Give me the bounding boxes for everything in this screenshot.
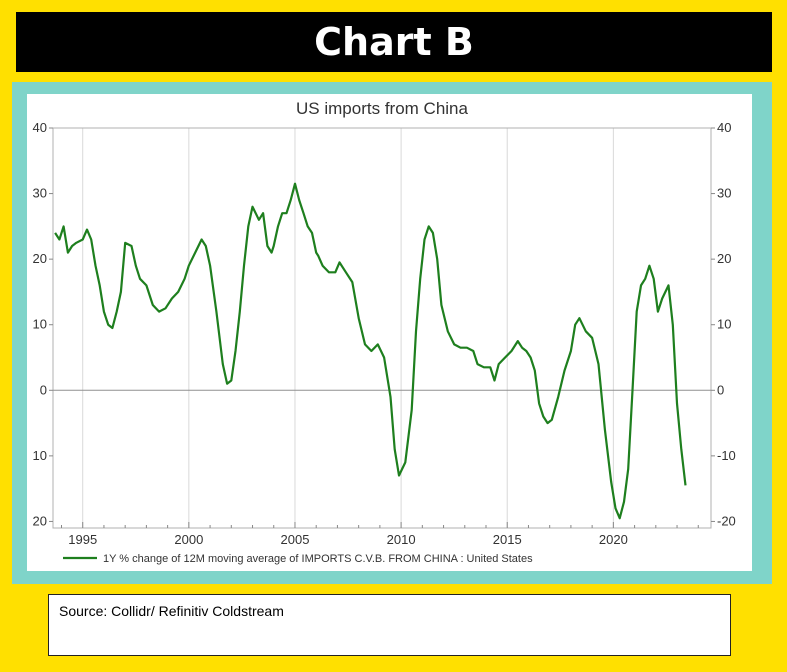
y-tick-label-right: 40 — [717, 120, 731, 135]
y-tick-label-left: 40 — [33, 120, 47, 135]
y-tick-label-right: 20 — [717, 251, 731, 266]
x-tick-label: 1995 — [68, 532, 97, 547]
y-tick-label-left: 0 — [40, 382, 47, 397]
y-tick-label-left: 10 — [33, 448, 47, 463]
y-tick-label-right: 10 — [717, 317, 731, 332]
plot-border — [52, 127, 712, 529]
y-tick-label-left: 20 — [33, 513, 47, 528]
y-tick-label-left: 30 — [33, 186, 47, 201]
series-line — [54, 182, 687, 520]
chart-banner: Chart B — [16, 12, 772, 72]
y-tick-label-left: 20 — [33, 251, 47, 266]
x-tick-label: 2005 — [281, 532, 310, 547]
y-tick-label-right: -20 — [717, 513, 736, 528]
chart-title: US imports from China — [296, 99, 468, 118]
x-tick-label: 2000 — [174, 532, 203, 547]
plot-area: US imports from China 40 40 30 30 20 20 10 10 0 0 1… — [27, 94, 752, 571]
y-tick-label-right: 30 — [717, 186, 731, 201]
x-tick-label: 2015 — [493, 532, 522, 547]
x-tick-label: 2020 — [599, 532, 628, 547]
banner-title: Chart B — [314, 20, 474, 64]
source-text: Source: Collidr/ Refinitiv Coldstream — [59, 603, 284, 619]
y-tick-label-left: 10 — [33, 317, 47, 332]
y-tick-label-right: 0 — [717, 382, 724, 397]
legend-label: 1Y % change of 12M moving average of IMP… — [103, 553, 533, 565]
x-tick-label: 2010 — [387, 532, 416, 547]
source-box: Source: Collidr/ Refinitiv Coldstream — [48, 594, 731, 656]
y-tick-label-right: -10 — [717, 448, 736, 463]
